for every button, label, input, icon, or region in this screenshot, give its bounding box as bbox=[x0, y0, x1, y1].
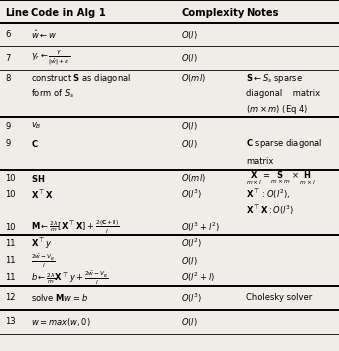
Text: 11: 11 bbox=[5, 256, 16, 265]
Text: 11: 11 bbox=[5, 239, 16, 248]
Text: $O(l)$: $O(l)$ bbox=[181, 138, 198, 150]
Text: Notes: Notes bbox=[246, 8, 278, 18]
Text: $v_B$: $v_B$ bbox=[31, 121, 41, 131]
Text: $\mathbf{X}^\top\mathbf{X}: O(l^3)$: $\mathbf{X}^\top\mathbf{X}: O(l^3)$ bbox=[246, 204, 294, 217]
Text: Line: Line bbox=[5, 8, 29, 18]
Text: diagonal    matrix: diagonal matrix bbox=[246, 89, 320, 98]
Text: $b \leftarrow \frac{2\lambda}{m}\mathbf{X}^\top y + \frac{2\hat{w}-V_B}{l}$: $b \leftarrow \frac{2\lambda}{m}\mathbf{… bbox=[31, 268, 108, 287]
Text: $\mathbf{C}$: $\mathbf{C}$ bbox=[31, 138, 38, 149]
Text: $O(l^2)$: $O(l^2)$ bbox=[181, 237, 203, 250]
Text: $\gamma_r \leftarrow \frac{\gamma}{|\hat{w}|+\epsilon}$: $\gamma_r \leftarrow \frac{\gamma}{|\hat… bbox=[31, 49, 69, 68]
Text: $O(l^3)$: $O(l^3)$ bbox=[181, 188, 203, 201]
Text: construct $\mathbf{S}$ as diagonal: construct $\mathbf{S}$ as diagonal bbox=[31, 72, 131, 85]
Text: solve $\mathbf{M}w = b$: solve $\mathbf{M}w = b$ bbox=[31, 292, 87, 303]
Text: $\mathbf{X}^\top\mathbf{X}$: $\mathbf{X}^\top\mathbf{X}$ bbox=[31, 188, 53, 201]
Text: $O(l)$: $O(l)$ bbox=[181, 254, 198, 267]
Text: 13: 13 bbox=[5, 317, 16, 326]
Text: 11: 11 bbox=[5, 273, 16, 282]
Text: $\hat{w} \leftarrow w$: $\hat{w} \leftarrow w$ bbox=[31, 28, 57, 41]
Text: $O(l)$: $O(l)$ bbox=[181, 316, 198, 328]
Text: 12: 12 bbox=[5, 293, 16, 302]
Text: $\mathbf{M} \leftarrow \frac{2\lambda}{m}[\mathbf{X}^\top\mathbf{X}]+\frac{2(\ma: $\mathbf{M} \leftarrow \frac{2\lambda}{m… bbox=[31, 218, 119, 236]
Text: form of $S_s$: form of $S_s$ bbox=[31, 87, 74, 100]
Text: $O(l^3)$: $O(l^3)$ bbox=[181, 291, 203, 305]
Text: Complexity: Complexity bbox=[181, 8, 245, 18]
Text: $\underset{m\times l}{\mathbf{X}} = \underset{m\times m}{\mathbf{S}} \times \und: $\underset{m\times l}{\mathbf{X}} = \und… bbox=[246, 169, 316, 187]
Text: $(m \times m)$ (Eq 4): $(m \times m)$ (Eq 4) bbox=[246, 103, 308, 116]
Text: $\frac{2\hat{w}-V_B}{l}$: $\frac{2\hat{w}-V_B}{l}$ bbox=[31, 251, 55, 270]
Text: $O(l)$: $O(l)$ bbox=[181, 28, 198, 41]
Text: 6: 6 bbox=[5, 30, 11, 39]
Text: $O(l)$: $O(l)$ bbox=[181, 120, 198, 132]
Text: 7: 7 bbox=[5, 54, 11, 63]
Text: $O(l^2+l)$: $O(l^2+l)$ bbox=[181, 271, 215, 284]
Text: $O(ml)$: $O(ml)$ bbox=[181, 172, 206, 184]
Text: $\mathbf{X}^\top y$: $\mathbf{X}^\top y$ bbox=[31, 236, 52, 251]
Text: $w = max(w, 0)$: $w = max(w, 0)$ bbox=[31, 316, 90, 328]
Text: $\mathbf{X}^\top: O(l^2),$: $\mathbf{X}^\top: O(l^2),$ bbox=[246, 188, 290, 201]
Text: 9: 9 bbox=[5, 139, 10, 148]
Text: Cholesky solver: Cholesky solver bbox=[246, 293, 312, 302]
Text: 10: 10 bbox=[5, 223, 16, 232]
Text: $\mathbf{SH}$: $\mathbf{SH}$ bbox=[31, 173, 45, 184]
Text: $O(l^3+l^2)$: $O(l^3+l^2)$ bbox=[181, 220, 220, 234]
Text: 10: 10 bbox=[5, 173, 16, 183]
Text: $\mathbf{S} \leftarrow S_s$ sparse: $\mathbf{S} \leftarrow S_s$ sparse bbox=[246, 72, 303, 85]
Text: matrix: matrix bbox=[246, 157, 273, 166]
Text: $\mathbf{C}$ sparse diagonal: $\mathbf{C}$ sparse diagonal bbox=[246, 137, 322, 150]
Text: $O(l)$: $O(l)$ bbox=[181, 52, 198, 64]
Text: $O(ml)$: $O(ml)$ bbox=[181, 72, 206, 84]
Text: 9: 9 bbox=[5, 121, 10, 131]
Text: 10: 10 bbox=[5, 190, 16, 199]
Text: Code in Alg 1: Code in Alg 1 bbox=[31, 8, 105, 18]
Text: 8: 8 bbox=[5, 74, 11, 82]
